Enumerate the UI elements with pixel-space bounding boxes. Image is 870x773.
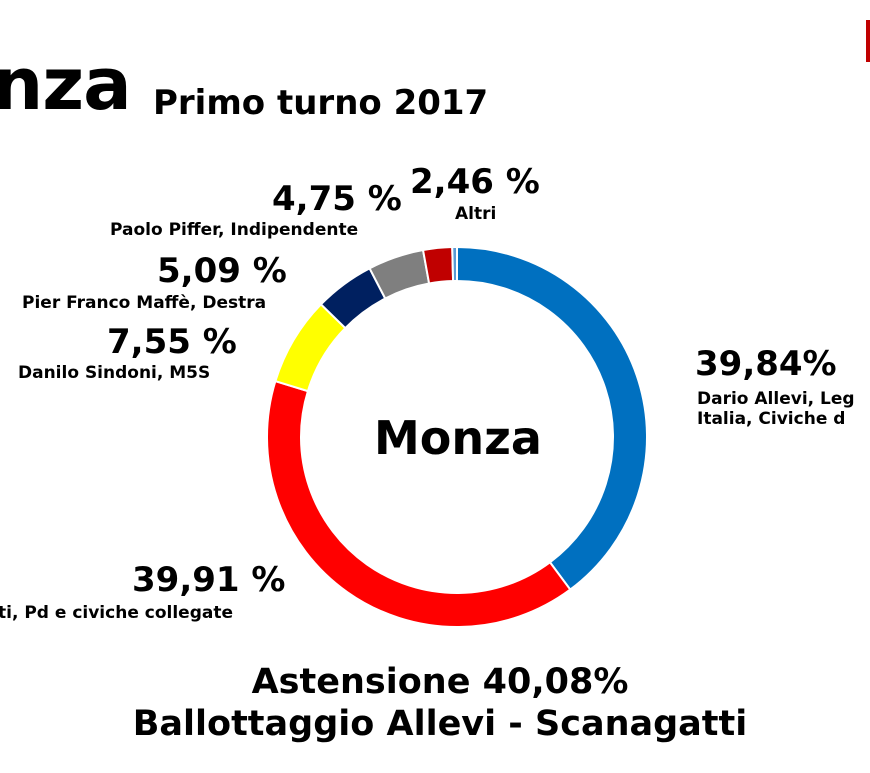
page-subtitle: Primo turno 2017 [153, 83, 489, 123]
footer-abstention: Astensione 40,08% [251, 662, 629, 702]
piffer-label: Paolo Piffer, Indipendente [110, 220, 359, 240]
center-label: Monza [374, 411, 542, 465]
maffe-percent: 5,09 % [157, 251, 287, 291]
altri-percent: 2,46 % [410, 162, 540, 202]
donut-slice-5 [421, 246, 455, 285]
brand-mark [866, 20, 870, 62]
sindoni-label: Danilo Sindoni, M5S [18, 363, 211, 383]
footer-runoff: Ballottaggio Allevi - Scanagatti [132, 704, 748, 744]
piffer-percent: 4,75 % [272, 179, 402, 219]
allevi-label-line2: Italia, Civiche d [697, 409, 846, 429]
scanagatti-label: ti, Pd e civiche collegate [0, 603, 234, 623]
donut-slice-6 [451, 245, 458, 283]
sindoni-percent: 7,55 % [107, 322, 237, 362]
scanagatti-percent: 39,91 % [132, 560, 286, 600]
maffe-label: Pier Franco Maffè, Destra [22, 293, 267, 313]
allevi-percent: 39,84% [695, 344, 837, 384]
allevi-label-line1: Dario Allevi, Leg [697, 389, 855, 409]
page-title: nza [0, 42, 132, 126]
altri-label: Altri [455, 204, 497, 224]
